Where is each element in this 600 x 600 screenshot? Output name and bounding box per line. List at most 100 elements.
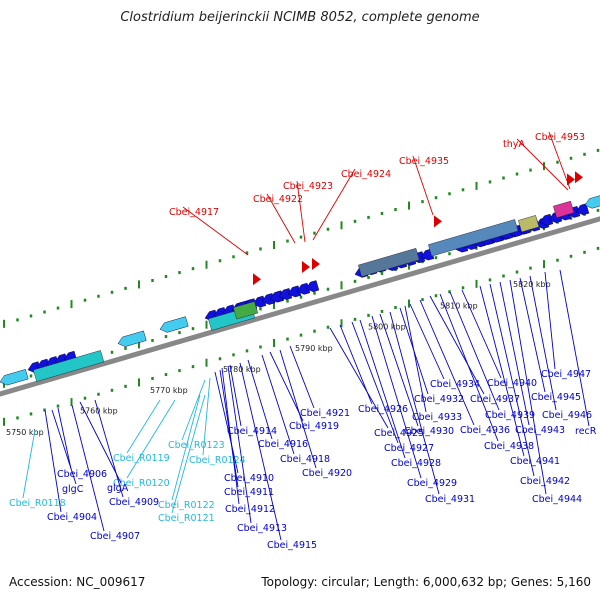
- leader-line: [479, 285, 525, 457]
- blue-gene-label: Cbei_4920: [302, 468, 352, 479]
- red-gene-label: Cbei_4923: [283, 181, 333, 192]
- leader-line: [359, 319, 406, 459]
- red-feature-marker: [302, 260, 310, 273]
- leader-line: [489, 283, 535, 477]
- red-gene-label: Cbei_4922: [253, 194, 303, 205]
- red-feature-marker: [567, 173, 575, 186]
- kbp-tick-label: 5750 kbp: [6, 428, 44, 437]
- leader-line: [239, 362, 282, 541]
- leader-line: [548, 131, 571, 190]
- blue-gene-label: Cbei_4933: [412, 412, 462, 423]
- leader-line: [171, 394, 201, 501]
- leader-line: [22, 429, 36, 499]
- gene-arrow: [117, 330, 147, 347]
- blue-gene-label: Cbei_4940: [487, 378, 537, 389]
- rna-gene-label: Cbei_R0121: [158, 513, 215, 524]
- blue-gene-label: Cbei_4931: [425, 494, 475, 505]
- red-feature-marker: [434, 215, 442, 228]
- leader-line: [247, 359, 273, 440]
- blue-gene-label: Cbei_4932: [414, 394, 464, 405]
- leader-line: [219, 369, 239, 488]
- blue-gene-label: glgC: [62, 484, 84, 495]
- red-gene-label: Cbei_4924: [341, 169, 391, 180]
- leader-line: [181, 379, 206, 441]
- gene-arrow: [575, 203, 590, 216]
- blue-gene-label: Cbei_4927: [384, 443, 434, 454]
- blue-gene-label: Cbei_4918: [280, 454, 330, 465]
- leader-line: [289, 345, 315, 409]
- leader-line: [339, 324, 373, 405]
- leader-line: [461, 289, 502, 379]
- gene-block: [33, 350, 105, 382]
- rna-gene-label: Cbei_R0118: [9, 498, 66, 509]
- blue-gene-label: glgA: [107, 483, 129, 494]
- gene-arrow: [584, 192, 600, 209]
- leader-line: [351, 321, 399, 444]
- rna-gene-label: Cbei_R0123: [168, 440, 225, 451]
- blue-gene-label: Cbei_4916: [258, 439, 308, 450]
- blue-gene-label: Cbei_4926: [358, 404, 408, 415]
- blue-gene-label: Cbei_4914: [227, 426, 277, 437]
- leader-line: [221, 367, 240, 505]
- leader-line: [429, 295, 485, 395]
- gene-arrow: [305, 280, 320, 292]
- gene-arrow: [159, 316, 189, 333]
- red-feature-marker: [253, 273, 261, 286]
- leader-line: [312, 168, 356, 241]
- blue-gene-label: Cbei_4947: [541, 369, 591, 380]
- blue-gene-label: Cbei_4946: [542, 410, 592, 421]
- accession-text: Accession: NC_009617: [9, 575, 146, 589]
- blue-gene-label: Cbei_4943: [515, 425, 565, 436]
- leader-line: [182, 206, 249, 256]
- blue-gene-label: Cbei_4941: [510, 456, 560, 467]
- genome-summary: Topology: circular; Length: 6,000,632 bp…: [261, 575, 591, 589]
- leader-line: [57, 407, 72, 470]
- genome-backbone: [0, 216, 600, 397]
- red-gene-label: Cbei_4917: [169, 207, 219, 218]
- gene-block: [518, 215, 540, 233]
- rna-gene-label: Cbei_R0119: [113, 453, 170, 464]
- leader-line: [51, 409, 77, 485]
- leader-line: [379, 313, 419, 427]
- blue-gene-label: Cbei_4915: [267, 540, 317, 551]
- gene-block: [553, 200, 575, 218]
- blue-gene-label: Cbei_4912: [225, 504, 275, 515]
- leader-line: [71, 404, 105, 532]
- gene-arrow: [539, 213, 554, 226]
- leader-line: [371, 315, 422, 479]
- rna-gene-label: Cbei_R0122: [158, 500, 215, 511]
- leader-line: [227, 365, 252, 524]
- leader-line: [389, 311, 440, 495]
- blue-gene-label: Cbei_4928: [391, 458, 441, 469]
- gene-arrow: [296, 282, 311, 295]
- red-gene-label: thyA: [503, 139, 525, 150]
- kbp-tick-label: 5760 kbp: [80, 407, 118, 416]
- leader-line: [439, 293, 499, 442]
- leader-line: [202, 377, 211, 456]
- red-gene-label: Cbei_4935: [399, 156, 449, 167]
- blue-gene-label: Cbei_4938: [484, 441, 534, 452]
- rna-gene-label: Cbei_R0120: [113, 478, 170, 489]
- blue-gene-label: Cbei_4906: [57, 469, 107, 480]
- leader-line: [449, 291, 500, 411]
- blue-gene-label: Cbei_4919: [289, 421, 339, 432]
- leader-line: [519, 277, 546, 393]
- gene-block: [233, 301, 259, 320]
- gene-arrow: [0, 369, 29, 386]
- leader-line: [171, 394, 206, 514]
- blue-gene-label: Cbei_4936: [460, 425, 510, 436]
- gene-block: [428, 219, 519, 257]
- gene-arrow: [261, 293, 276, 305]
- kbp-tick-label: 5790 kbp: [295, 344, 333, 353]
- leader-line: [261, 354, 295, 455]
- gene-arrow: [269, 290, 284, 303]
- leader-line: [79, 401, 122, 484]
- kbp-tick-label: 5800 kbp: [368, 323, 406, 332]
- blue-gene-label: Cbei_4913: [237, 523, 287, 534]
- blue-gene-label: Cbei_4904: [47, 512, 97, 523]
- blue-gene-label: Cbei_4929: [407, 478, 457, 489]
- blue-gene-label: Cbei_4911: [224, 487, 274, 498]
- kbp-tick-label: 5770 kbp: [150, 386, 188, 395]
- red-gene-label: Cbei_4953: [535, 132, 585, 143]
